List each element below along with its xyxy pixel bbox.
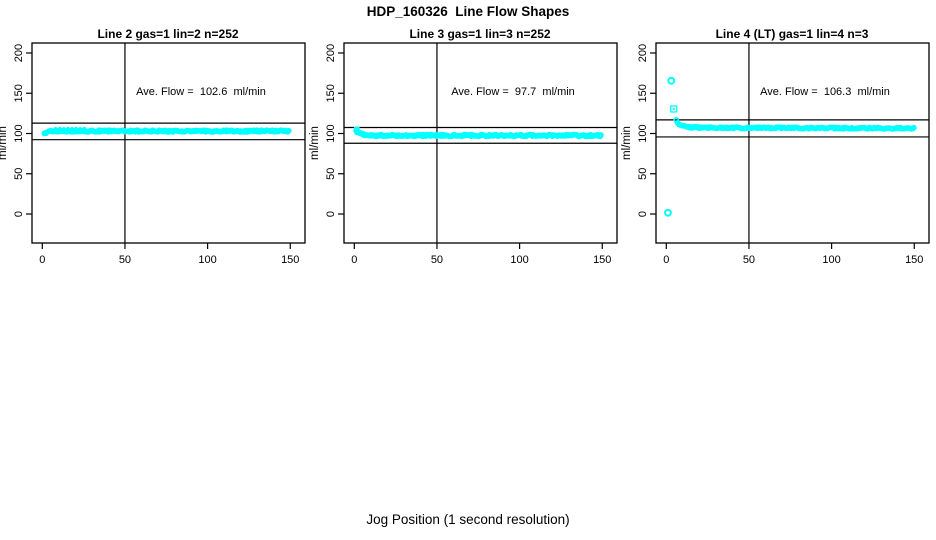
x-tick-label: 150 (905, 254, 923, 266)
y-tick-label: 100 (325, 124, 337, 142)
flow-band (41, 127, 292, 137)
data-point (57, 126, 62, 132)
data-point (82, 126, 87, 132)
panel2-ave-flow-annotation: Ave. Flow = 97.7 ml/min (451, 86, 575, 98)
outlier-point (353, 126, 360, 133)
data-point (74, 126, 79, 132)
y-tick-label: 50 (13, 168, 25, 180)
data-point (65, 126, 71, 132)
x-tick-label: 50 (119, 254, 131, 266)
y-tick-label: 50 (325, 168, 337, 180)
data-point (285, 127, 292, 134)
panel-frame (31, 42, 306, 244)
data-point (687, 125, 694, 131)
panel3-ave-flow-annotation: Ave. Flow = 106.3 ml/min (760, 86, 890, 98)
panel1-title: Line 2 gas=1 lin=2 n=252 (97, 27, 239, 41)
y-tick-label: 150 (325, 84, 337, 102)
x-tick-label: 100 (198, 254, 216, 266)
x-tick-label: 50 (743, 254, 755, 266)
data-point (69, 127, 75, 132)
x-tick-label: 0 (39, 254, 45, 266)
panel2-title: Line 3 gas=1 lin=3 n=252 (409, 27, 551, 41)
y-tick-label: 200 (637, 44, 649, 62)
panel-frame (343, 42, 618, 244)
y-tick-label: 100 (637, 124, 649, 142)
y-tick-label: 150 (637, 84, 649, 102)
x-tick-label: 150 (281, 254, 299, 266)
y-tick-label: 0 (637, 211, 649, 217)
x-tick-label: 100 (510, 254, 528, 266)
outer-x-axis-label: Jog Position (1 second resolution) (366, 512, 570, 527)
y-tick-label: 200 (325, 44, 337, 62)
panel-frame (655, 42, 930, 244)
flow-band (673, 117, 917, 132)
y-axis-label: ml/min (309, 126, 321, 160)
data-point (53, 127, 58, 132)
data-point (673, 116, 680, 123)
chart-panel: 0 50 100 150 0 50 100 150 200 ml/min (621, 42, 930, 266)
flow-band (353, 127, 604, 140)
x-tick-label: 150 (593, 254, 611, 266)
page-title: HDP_160326 Line Flow Shapes (366, 4, 570, 19)
y-tick-label: 50 (637, 168, 649, 180)
panel3-title: Line 4 (LT) gas=1 lin=4 n=3 (715, 27, 869, 41)
y-tick-label: 200 (13, 44, 25, 62)
x-tick-label: 0 (351, 254, 357, 266)
data-point (78, 127, 83, 132)
x-tick-label: 0 (663, 254, 669, 266)
y-tick-label: 0 (325, 211, 337, 217)
y-axis-label: ml/min (0, 126, 9, 160)
outlier-point (670, 105, 678, 113)
outlier-point (667, 76, 676, 85)
panel1-ave-flow-annotation: Ave. Flow = 102.6 ml/min (136, 86, 266, 98)
y-tick-label: 150 (13, 84, 25, 102)
outlier-point (664, 208, 672, 217)
y-axis-label: ml/min (621, 126, 633, 160)
chart-panel: 0 50 100 150 0 50 100 150 200 ml/min (309, 42, 618, 266)
data-point (911, 124, 917, 131)
data-point (598, 132, 604, 138)
data-point (61, 127, 66, 132)
y-tick-label: 100 (13, 124, 25, 142)
chart-panel: 0 50 100 150 0 50 100 150 200 ml/min (0, 42, 306, 266)
x-tick-label: 100 (822, 254, 840, 266)
y-tick-label: 0 (13, 211, 25, 217)
x-tick-label: 50 (431, 254, 443, 266)
